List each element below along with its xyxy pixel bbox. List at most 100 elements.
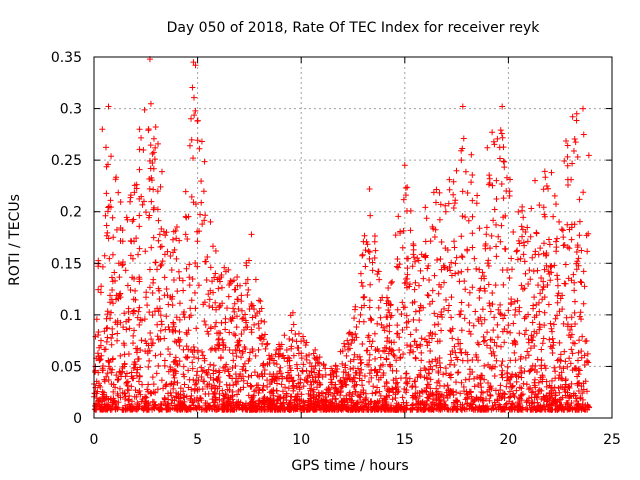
data-point [520,214,527,221]
data-point [480,273,487,280]
data-point [497,127,504,134]
data-point [95,353,102,360]
data-point [438,311,445,318]
data-point [113,372,120,379]
data-point [300,398,307,405]
data-point [334,365,341,372]
data-point [442,245,449,252]
data-point [413,326,420,333]
data-point [372,247,379,254]
data-point [146,266,153,273]
data-point [451,244,458,251]
data-point [455,336,462,343]
data-point [219,387,226,394]
data-point [564,244,571,251]
data-point [467,371,473,378]
data-point [515,237,522,244]
data-point [520,380,527,387]
data-point [559,227,566,234]
data-point [195,282,202,289]
data-point [564,142,571,149]
data-point [464,391,471,398]
data-point [569,350,576,357]
x-tick-label: 5 [193,432,202,448]
data-point [150,149,157,156]
data-point [206,302,213,309]
data-point [264,383,271,390]
data-point [424,381,431,388]
data-point [372,347,379,354]
data-point [478,384,485,391]
data-point [437,201,444,208]
data-point [462,376,469,383]
data-point [556,339,563,346]
data-point [407,227,414,234]
data-point [109,325,116,332]
data-point [527,233,534,240]
data-point [236,373,243,380]
data-point [574,401,581,408]
data-point [173,393,180,400]
data-point [331,390,338,397]
data-point [442,365,449,372]
data-point [517,255,524,262]
data-point [431,234,438,241]
data-point [369,390,376,397]
data-point [549,335,556,342]
data-point [306,385,313,392]
data-point [462,286,469,293]
data-point [418,349,425,356]
data-point [559,375,566,382]
data-point [437,364,444,371]
data-point [402,184,409,191]
data-point [481,288,488,295]
data-point [128,406,135,413]
data-point [248,372,255,379]
data-point [322,365,329,372]
data-point [552,399,559,406]
data-point [182,213,189,220]
data-point [145,126,152,133]
data-point [315,370,322,377]
data-point [151,156,158,163]
y-tick-label: 0.35 [51,50,82,66]
data-point [531,382,538,389]
data-point [507,329,514,336]
data-point [367,212,374,219]
data-point [123,326,130,333]
data-point [540,204,547,211]
data-point [121,361,128,368]
data-point [133,372,140,379]
data-point [351,351,358,358]
data-point [373,368,380,375]
data-point [529,337,536,344]
data-point [284,375,291,382]
data-point [180,311,187,318]
data-point [484,329,491,336]
data-point [440,262,447,269]
data-point [446,176,453,183]
data-point [180,394,187,401]
data-point [374,398,381,405]
data-point [136,304,143,311]
data-point [343,352,350,359]
data-point [127,403,134,410]
data-point [247,399,254,406]
data-point [578,348,585,355]
data-point [155,285,162,292]
data-point [201,299,208,306]
data-point [394,322,401,329]
data-point [554,312,561,319]
data-point [377,297,384,304]
data-point [192,404,199,411]
data-point [469,284,476,291]
data-point [263,341,270,348]
data-point [223,361,230,368]
data-point [130,296,137,303]
data-point [375,399,382,406]
data-point [553,238,560,245]
data-point [189,84,196,91]
data-point [548,325,555,332]
data-point [513,248,520,255]
data-point [309,374,316,381]
